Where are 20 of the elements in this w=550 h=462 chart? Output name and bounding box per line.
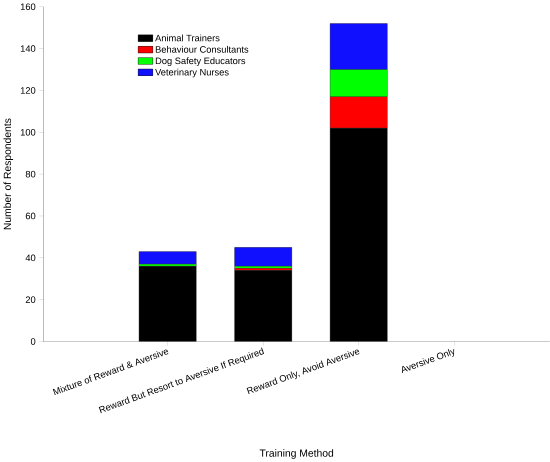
y-tick-label: 160 [20,3,36,10]
y-axis-title: Number of Respondents [3,118,14,230]
bar [138,251,197,264]
y-tick-label: 20 [26,296,36,303]
bar [138,266,197,342]
x-axis-title: Training Method [260,449,334,459]
bar [330,128,388,342]
legend-label: Veterinary Nurses [155,68,229,78]
y-tick-label: 80 [26,170,36,178]
legend-label: Animal Trainers [155,34,220,42]
y-tick-label: 140 [20,45,36,52]
y-tick-label: 0 [30,338,36,345]
legend-label: Behaviour Consultants [156,46,248,53]
y-tick-label: 100 [20,128,36,136]
legend-label: Dog Safety Educators [156,57,246,66]
y-tick-label: 120 [20,87,36,94]
y-tick-label: 60 [26,212,36,220]
bar [234,247,292,266]
y-tick-label: 40 [26,254,36,262]
bar [234,270,292,342]
